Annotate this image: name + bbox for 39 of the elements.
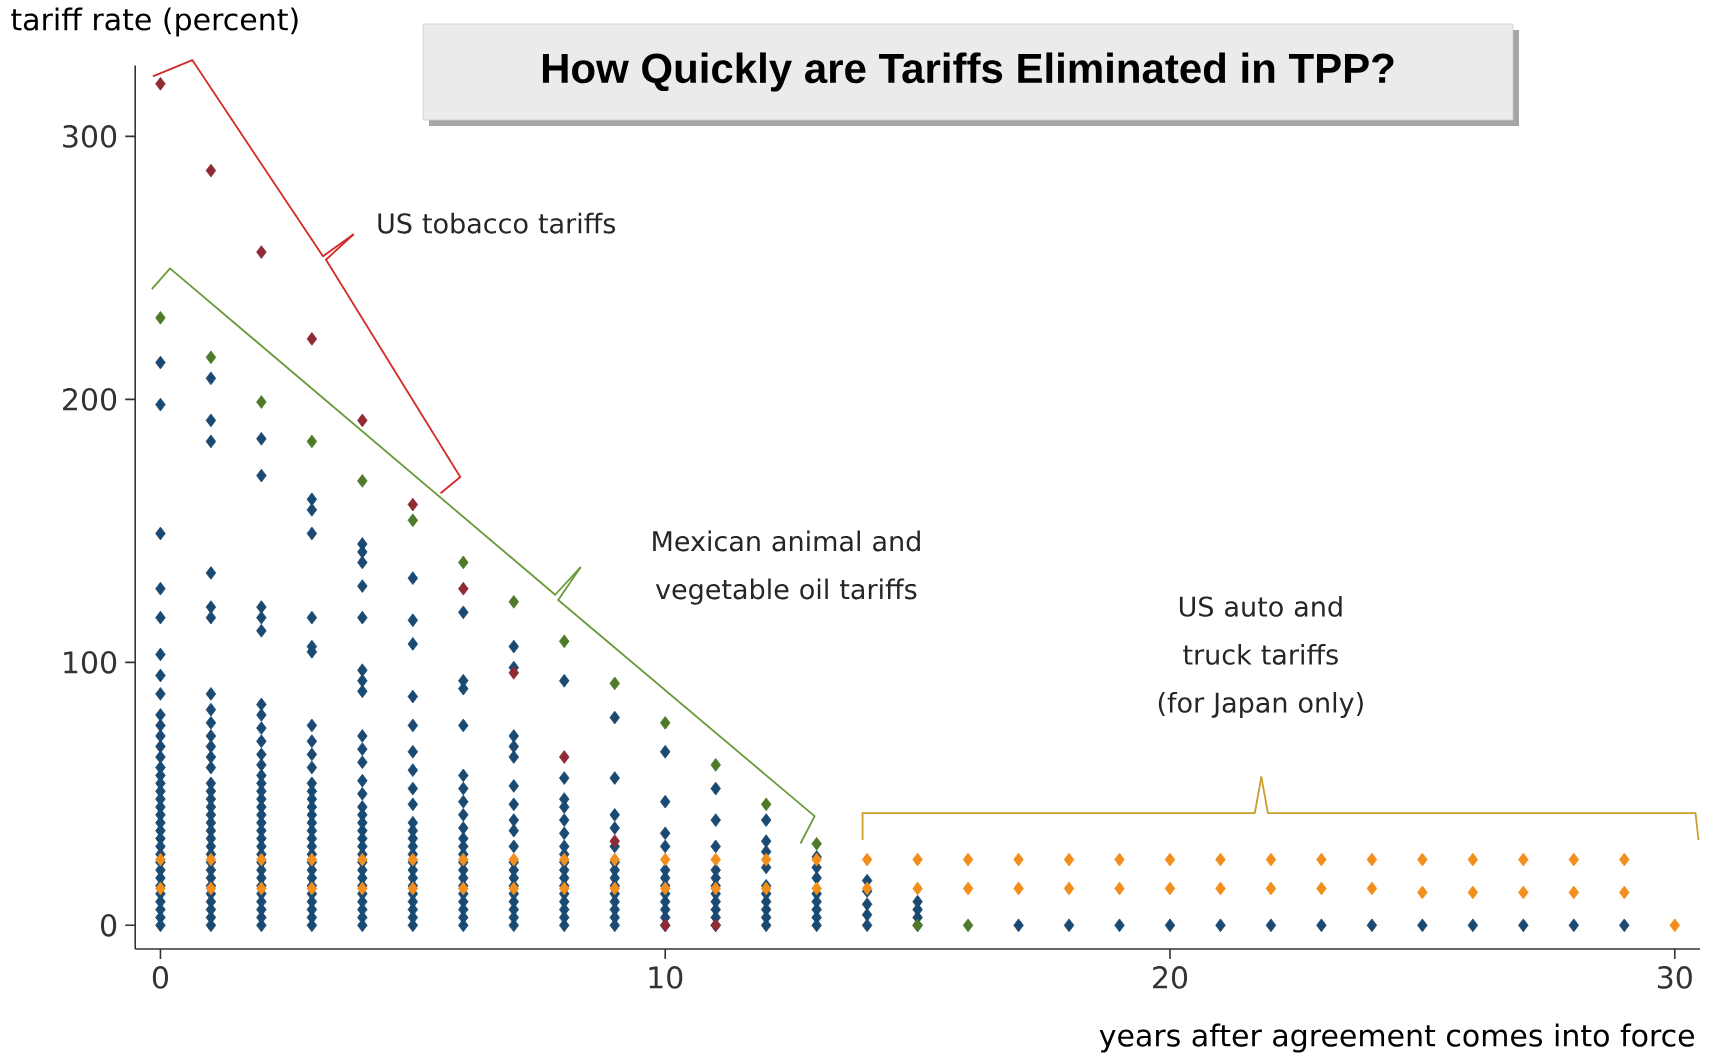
- point: [609, 834, 620, 848]
- annotation: US auto and truck tariffs (for Japan only): [1158, 595, 1363, 719]
- point: [962, 918, 974, 933]
- point: [357, 413, 368, 428]
- chart-title: How Quickly are Tariffs Eliminated in TPP?: [542, 52, 1394, 92]
- x-tick-label: 0: [152, 966, 168, 989]
- point: [306, 434, 318, 449]
- x-tick-label: 10: [649, 966, 683, 989]
- x-tick-label: 20: [1153, 966, 1188, 989]
- point: [256, 395, 267, 409]
- point: [407, 497, 419, 512]
- y-tick-label: 0: [101, 913, 117, 937]
- y-axis-title: tariff rate (percent): [11, 7, 298, 37]
- point: [357, 474, 368, 488]
- point: [155, 311, 166, 325]
- point: [256, 245, 267, 259]
- annotation: US tobacco tariffs: [378, 212, 616, 234]
- point: [609, 676, 620, 691]
- point: [306, 332, 318, 346]
- x-tick-label: 30: [1657, 966, 1692, 989]
- point: [760, 797, 772, 812]
- point: [811, 836, 822, 851]
- point: [205, 163, 217, 178]
- point: [458, 555, 469, 570]
- point: [559, 634, 570, 649]
- point: [155, 76, 166, 91]
- annotation: Mexican animal and vegetable oil tariffs: [653, 530, 920, 605]
- point: [458, 581, 469, 596]
- point: [559, 750, 570, 764]
- point: [407, 513, 419, 528]
- y-tick-label: 100: [64, 650, 117, 674]
- point: [710, 758, 721, 772]
- y-tick-label: 300: [63, 125, 117, 148]
- point: [205, 350, 217, 365]
- y-tick-label: 200: [63, 388, 117, 411]
- point: [660, 716, 671, 730]
- point: [508, 666, 519, 680]
- x-axis-title: years after agreement comes into force: [1099, 1023, 1694, 1053]
- point: [508, 595, 519, 609]
